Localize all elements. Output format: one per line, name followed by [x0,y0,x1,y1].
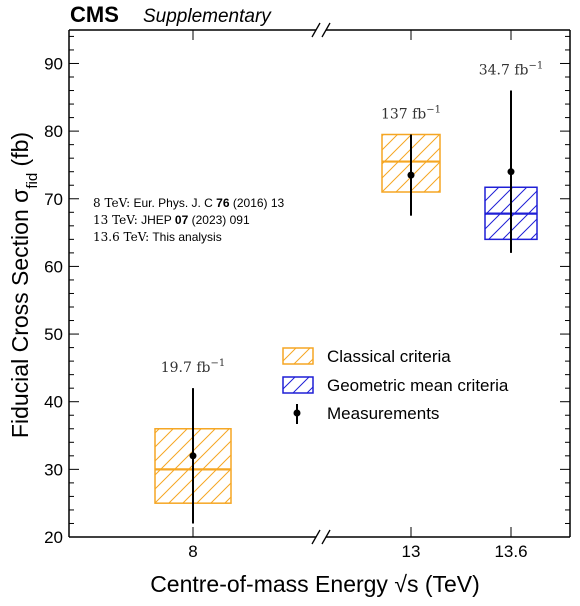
reference-13tev: 13 TeV: JHEP 07 (2023) 091 [93,213,250,227]
measurement-point-8 [189,452,197,460]
y-axis-title: Fiducial Cross Section σfid (fb) [7,132,41,438]
supplementary-label: Supplementary [143,6,272,27]
y-tick-label: 20 [44,528,63,547]
legend-marker-point [293,409,301,417]
x-tick-label: 13.6 [494,542,527,561]
axis-break-bottom [311,529,331,545]
measurement-point-13p6 [507,168,515,176]
legend-label-geometric: Geometric mean criteria [327,376,509,395]
reference-13p6tev: 13.6 TeV: This analysis [93,230,222,244]
axis-break-stroke [321,22,331,38]
legend-label-classical: Classical criteria [327,347,451,366]
axis-break-stroke [321,529,331,545]
x-tick-label: 8 [188,542,197,561]
legend-label-measurements: Measurements [327,404,439,423]
legend-swatch-geometric [282,376,314,394]
y-tick-label: 90 [44,54,63,73]
y-tick-label: 40 [44,393,63,412]
y-tick-label: 70 [44,190,63,209]
legend: Classical criteria Geometric mean criter… [282,347,509,424]
plot-layer: 20 30 40 50 60 70 80 90 8 13 13.6 19.7 fb−1 137 fb−1… [44,22,571,561]
y-tick-label: 60 [44,257,63,276]
axis-break-stroke [311,22,321,38]
legend-swatch-classical [282,347,314,365]
x-tick-label: 13 [402,542,421,561]
measurement-point-13 [407,171,415,179]
x-axis-title: Centre-of-mass Energy √s (TeV) [150,571,480,597]
y-tick-label: 50 [44,325,63,344]
axis-break-top [311,22,331,38]
axis-break-stroke [311,529,321,545]
cms-label: CMS [70,2,119,27]
luminosity-label-13: 137 fb−1 [381,105,441,123]
luminosity-label-13p6: 34.7 fb−1 [479,61,544,79]
y-tick-label: 80 [44,122,63,141]
luminosity-label-8: 19.7 fb−1 [161,358,226,376]
y-tick-label: 30 [44,460,63,479]
references-block: 8 TeV: Eur. Phys. J. C 76 (2016) 13 13 T… [93,196,285,244]
reference-8tev: 8 TeV: Eur. Phys. J. C 76 (2016) 13 [93,196,285,210]
